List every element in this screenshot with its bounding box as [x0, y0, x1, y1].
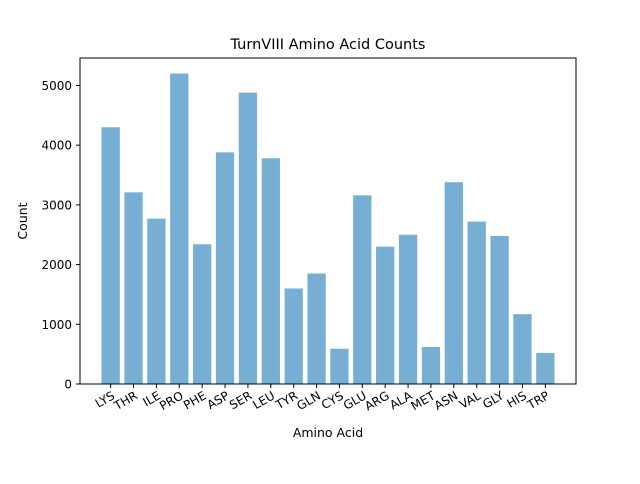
bar-ser [238, 92, 258, 384]
bar-his [513, 314, 532, 384]
y-axis-label: Count [15, 202, 30, 239]
bar-gln [307, 273, 326, 384]
bar-trp [536, 352, 555, 384]
y-tick-label: 0 [64, 378, 72, 392]
plot-frame [79, 57, 577, 385]
bar-phe [193, 244, 212, 384]
bar-leu [261, 158, 280, 384]
x-axis-label: Amino Acid [293, 425, 363, 440]
y-tick-label: 5000 [41, 79, 72, 93]
bar-ile [147, 218, 166, 384]
y-tick-label: 3000 [41, 198, 72, 212]
bars-group [101, 73, 555, 385]
chart-title: TurnVIII Amino Acid Counts [230, 37, 426, 53]
bar-arg [376, 246, 395, 384]
bar-tyr [284, 288, 303, 384]
bar-asn [444, 182, 463, 384]
bar-lys [101, 127, 120, 384]
bar-thr [124, 192, 143, 384]
bar-val [467, 221, 486, 384]
y-tick-label: 2000 [41, 258, 72, 272]
bar-ala [398, 234, 418, 384]
y-tick-label: 4000 [41, 139, 72, 153]
y-tick-label: 1000 [41, 318, 72, 332]
bar-asp [215, 152, 235, 384]
bar-glu [353, 195, 372, 384]
bar-gly [490, 235, 509, 384]
bar-cys [330, 348, 349, 384]
bar-pro [170, 73, 189, 385]
y-axis-ticks: 0 1000 2000 3000 4000 5000 [41, 79, 80, 392]
bar-met [421, 346, 441, 384]
